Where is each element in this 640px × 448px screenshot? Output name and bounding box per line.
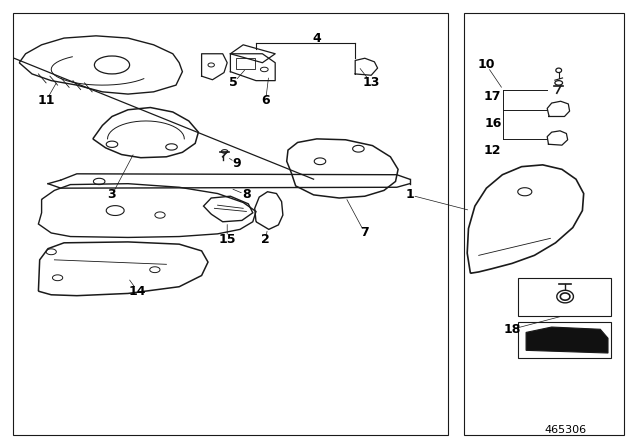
Text: 8: 8: [242, 188, 251, 202]
Text: 14: 14: [129, 284, 147, 298]
Text: 12: 12: [484, 143, 502, 157]
Polygon shape: [526, 327, 608, 353]
Text: 3: 3: [108, 188, 116, 202]
Text: 6: 6: [261, 94, 270, 108]
Bar: [518, 278, 611, 316]
Bar: [518, 322, 611, 358]
Bar: [464, 13, 624, 435]
Text: 7: 7: [360, 226, 369, 240]
Text: 10: 10: [477, 58, 495, 72]
Text: 17: 17: [484, 90, 502, 103]
Text: 5: 5: [229, 76, 238, 90]
Text: 18: 18: [503, 323, 521, 336]
Bar: [236, 58, 255, 69]
Text: 11: 11: [37, 94, 55, 108]
Text: 2: 2: [261, 233, 270, 246]
Bar: [13, 13, 448, 435]
Text: 9: 9: [232, 157, 241, 170]
Text: 4: 4: [312, 31, 321, 45]
Text: 465306: 465306: [544, 425, 586, 435]
Text: 16: 16: [484, 116, 502, 130]
Text: 1: 1: [405, 188, 414, 202]
Text: 15: 15: [218, 233, 236, 246]
Text: 13: 13: [362, 76, 380, 90]
